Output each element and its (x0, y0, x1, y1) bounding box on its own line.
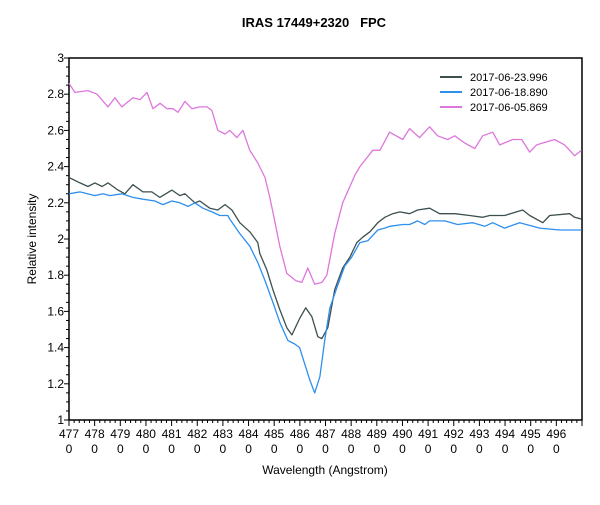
y-tick-label: 1.6 (47, 304, 64, 318)
x-tick-label: 483 0 (213, 427, 233, 456)
x-tick-label: 479 0 (110, 427, 130, 456)
x-tick-label: 486 0 (290, 427, 310, 456)
x-tick-label: 487 0 (315, 427, 335, 456)
y-tick-label: 2.4 (47, 160, 64, 174)
x-tick-label: 485 0 (264, 427, 284, 456)
x-tick-label: 480 0 (136, 427, 156, 456)
y-tick-label: 1.8 (47, 268, 64, 282)
x-tick-label: 491 0 (418, 427, 438, 456)
x-tick-label: 495 0 (521, 427, 541, 456)
chart-title: IRAS 17449+2320 FPC (242, 15, 387, 30)
x-tick-label: 493 0 (469, 427, 489, 456)
x-tick-label: 490 0 (392, 427, 412, 456)
x-tick-label: 477 0 (59, 427, 79, 456)
y-tick-label: 2.8 (47, 87, 64, 101)
y-tick-label: 1.2 (47, 377, 64, 391)
y-tick-label: 2.6 (47, 123, 64, 137)
series-line-0 (68, 176, 582, 340)
legend: 2017-06-23.996 2017-06-18.890 2017-06-05.8… (440, 72, 548, 114)
y-tick-label: 1.4 (47, 341, 64, 355)
x-tick-label: 492 0 (444, 427, 464, 456)
legend-label-0: 2017-06-23.996 (470, 72, 548, 84)
series-line-2 (68, 82, 582, 285)
y-axis-label: Relative intensity (25, 194, 39, 285)
x-axis-label: Wavelength (Angstrom) (262, 463, 388, 477)
y-tick-label: 2.2 (47, 196, 64, 210)
x-tick-label: 478 0 (85, 427, 105, 456)
legend-label-1: 2017-06-18.890 (470, 87, 548, 99)
x-tick-label: 482 0 (187, 427, 207, 456)
legend-label-2: 2017-06-05.869 (470, 102, 548, 114)
x-tick-label: 489 0 (367, 427, 387, 456)
x-tick-label: 496 0 (546, 427, 566, 456)
series-layer (68, 82, 582, 394)
y-tick-label: 2 (57, 232, 64, 246)
x-tick-label: 488 0 (341, 427, 361, 456)
y-tick-label: 1 (57, 413, 64, 427)
series-line-1 (68, 191, 582, 394)
x-tick-label: 494 0 (495, 427, 515, 456)
y-tick-label: 3 (57, 51, 64, 65)
x-tick-label: 481 0 (162, 427, 182, 456)
x-tick-label: 484 0 (239, 427, 259, 456)
